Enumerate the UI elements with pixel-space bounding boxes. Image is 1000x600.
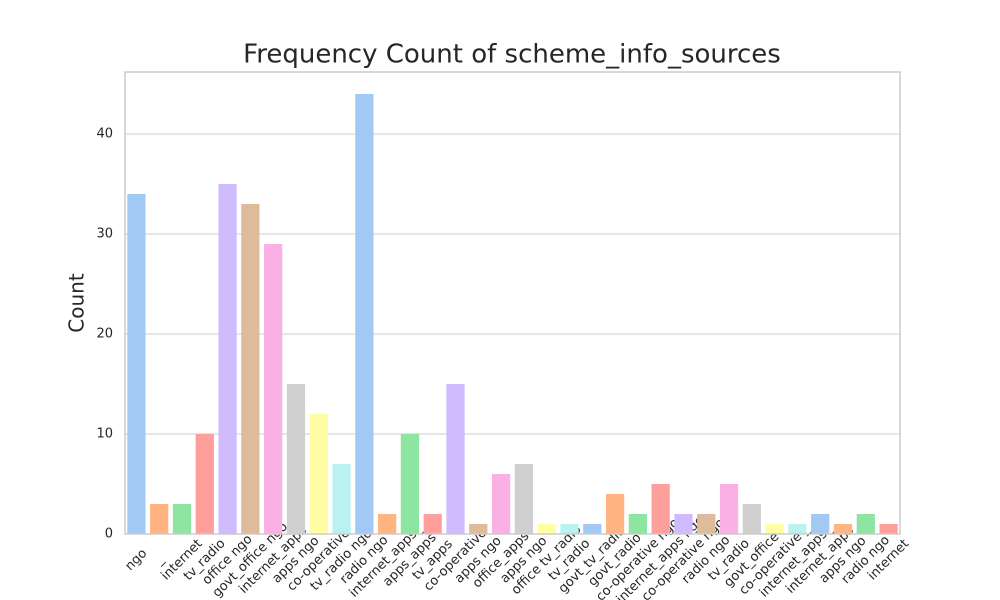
bar — [605, 494, 625, 534]
bar — [560, 524, 579, 534]
bar — [514, 464, 534, 534]
bar — [423, 514, 442, 534]
bar — [491, 474, 511, 534]
bar — [195, 434, 214, 534]
bar — [537, 524, 556, 534]
bar — [651, 484, 670, 534]
bar — [218, 184, 237, 534]
bar — [286, 384, 306, 534]
chart-title: Frequency Count of scheme_info_sources — [243, 40, 781, 70]
bar — [811, 514, 830, 534]
bar — [628, 514, 647, 534]
bar — [355, 94, 374, 534]
plot-frame — [124, 71, 901, 535]
bar — [378, 514, 397, 534]
y-tick-label: 40 — [96, 127, 113, 142]
bar — [765, 524, 784, 534]
x-tick-label: ngo — [122, 546, 150, 574]
bar — [879, 524, 898, 534]
y-axis-label: Count — [65, 273, 89, 333]
y-tick-label: 0 — [105, 527, 113, 542]
y-tick-label: 30 — [96, 227, 113, 242]
bar — [264, 244, 283, 534]
bar — [742, 504, 761, 534]
bar — [697, 514, 716, 534]
bar — [400, 434, 420, 534]
y-tick-label: 20 — [96, 327, 113, 342]
bar — [856, 514, 875, 534]
bar — [719, 484, 739, 534]
bar — [332, 464, 351, 534]
bar — [309, 414, 328, 534]
bar — [833, 524, 853, 534]
bar — [674, 514, 693, 534]
bar — [172, 504, 192, 534]
bar — [150, 504, 169, 534]
y-tick-label: 10 — [96, 427, 113, 442]
bar — [241, 204, 260, 534]
bar — [127, 194, 146, 534]
bar — [469, 524, 488, 534]
bar — [788, 524, 807, 534]
bar — [446, 384, 465, 534]
bar — [583, 524, 602, 534]
